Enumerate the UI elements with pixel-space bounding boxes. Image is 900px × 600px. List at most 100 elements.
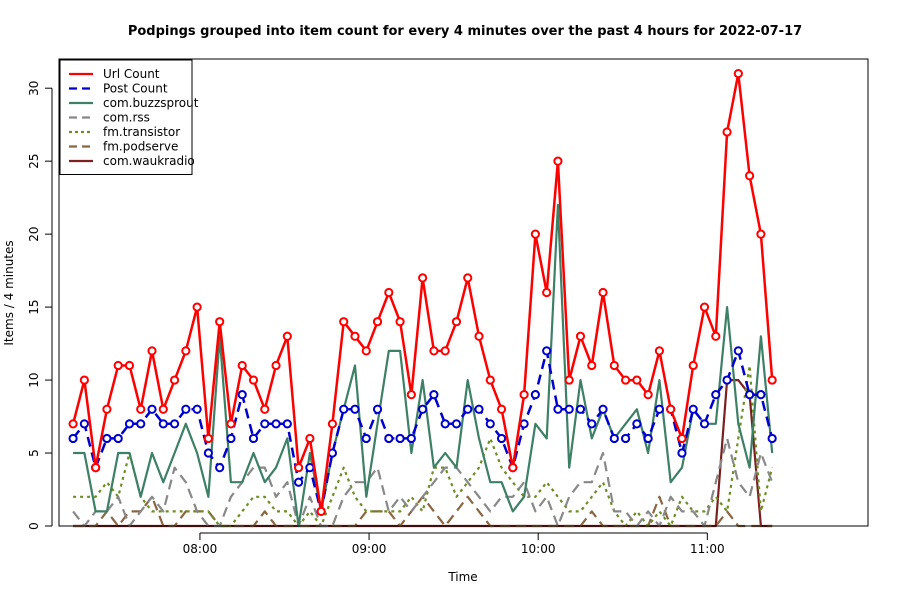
data-point <box>463 273 473 283</box>
data-point <box>248 375 259 385</box>
y-tick-label: 15 <box>27 299 41 314</box>
data-point <box>136 404 146 414</box>
x-axis-label: Time <box>447 570 477 584</box>
data-point <box>666 404 676 414</box>
data-point <box>339 404 349 414</box>
data-point <box>722 127 732 137</box>
data-point <box>575 331 586 341</box>
data-point <box>418 404 428 414</box>
data-point <box>654 404 665 414</box>
plot-area <box>68 68 777 528</box>
data-point <box>632 375 642 385</box>
data-point <box>654 346 665 356</box>
data-point <box>327 419 338 429</box>
data-point <box>519 419 529 429</box>
data-point <box>756 229 766 239</box>
data-point <box>293 477 304 487</box>
data-point <box>485 375 495 385</box>
data-point <box>350 331 360 341</box>
data-point <box>620 433 631 444</box>
x-tick-label: 10:00 <box>521 542 556 556</box>
data-point <box>756 390 766 400</box>
data-point <box>429 390 439 400</box>
data-point <box>147 404 157 414</box>
data-point <box>226 419 236 429</box>
data-point <box>553 404 563 414</box>
legend-label: fm.podserve <box>103 140 178 154</box>
data-point <box>609 433 619 444</box>
series-line-com-buzzsprout <box>73 203 774 528</box>
data-point <box>519 390 529 400</box>
data-point <box>158 419 168 429</box>
data-point <box>113 360 123 371</box>
y-tick-label: 5 <box>27 449 41 457</box>
data-point <box>711 331 721 341</box>
data-point <box>620 375 631 385</box>
y-tick-label: 10 <box>27 372 41 387</box>
data-point <box>598 404 608 414</box>
data-point <box>699 302 710 312</box>
data-point <box>305 463 315 473</box>
data-point <box>372 317 383 327</box>
y-tick-label: 20 <box>27 226 41 241</box>
data-point <box>440 419 450 429</box>
data-point <box>530 390 540 400</box>
data-point <box>542 346 552 356</box>
data-point <box>677 448 687 458</box>
legend-label: com.buzzsprout <box>103 96 199 110</box>
data-point <box>102 404 112 414</box>
data-point <box>406 433 416 444</box>
data-point <box>542 287 552 298</box>
data-point <box>282 419 292 429</box>
data-point <box>474 331 484 341</box>
legend-label: Url Count <box>103 67 160 81</box>
series-line-post-count <box>72 349 774 513</box>
data-point <box>508 463 518 473</box>
data-point <box>260 419 270 429</box>
data-point <box>271 419 281 429</box>
x-tick-label: 08:00 <box>183 542 218 556</box>
data-point <box>124 360 135 371</box>
plot-frame <box>58 58 869 527</box>
data-point <box>79 419 89 429</box>
data-point <box>136 419 146 429</box>
series-line-com-rss <box>72 437 774 528</box>
data-point <box>293 463 304 473</box>
data-point <box>395 317 405 327</box>
data-point <box>733 346 743 356</box>
data-point <box>632 419 642 429</box>
y-tick-label: 25 <box>27 154 41 169</box>
data-point <box>271 360 281 371</box>
data-point <box>79 375 89 385</box>
chart-title: Podpings grouped into item count for eve… <box>128 24 802 39</box>
data-point <box>564 375 574 385</box>
data-point <box>147 346 157 356</box>
data-point <box>350 404 360 414</box>
data-point <box>553 156 563 166</box>
data-point <box>722 375 732 385</box>
data-point <box>124 419 135 429</box>
data-point <box>203 448 213 458</box>
data-point <box>418 273 428 283</box>
data-point <box>181 404 191 414</box>
data-point <box>384 287 394 298</box>
data-point <box>530 229 540 239</box>
data-point <box>68 419 78 429</box>
data-point <box>496 433 507 444</box>
data-point <box>316 506 326 517</box>
data-point <box>361 433 371 444</box>
data-point <box>113 433 123 444</box>
data-point <box>496 404 507 414</box>
data-point <box>226 433 236 444</box>
data-point <box>361 346 371 356</box>
data-point <box>158 404 168 414</box>
data-point <box>372 404 383 414</box>
data-point <box>440 346 450 356</box>
y-tick-label: 0 <box>27 522 41 530</box>
legend-label: com.waukradio <box>103 154 195 168</box>
data-point <box>767 375 777 385</box>
data-point <box>463 404 473 414</box>
data-point <box>564 404 574 414</box>
data-point <box>587 419 597 429</box>
